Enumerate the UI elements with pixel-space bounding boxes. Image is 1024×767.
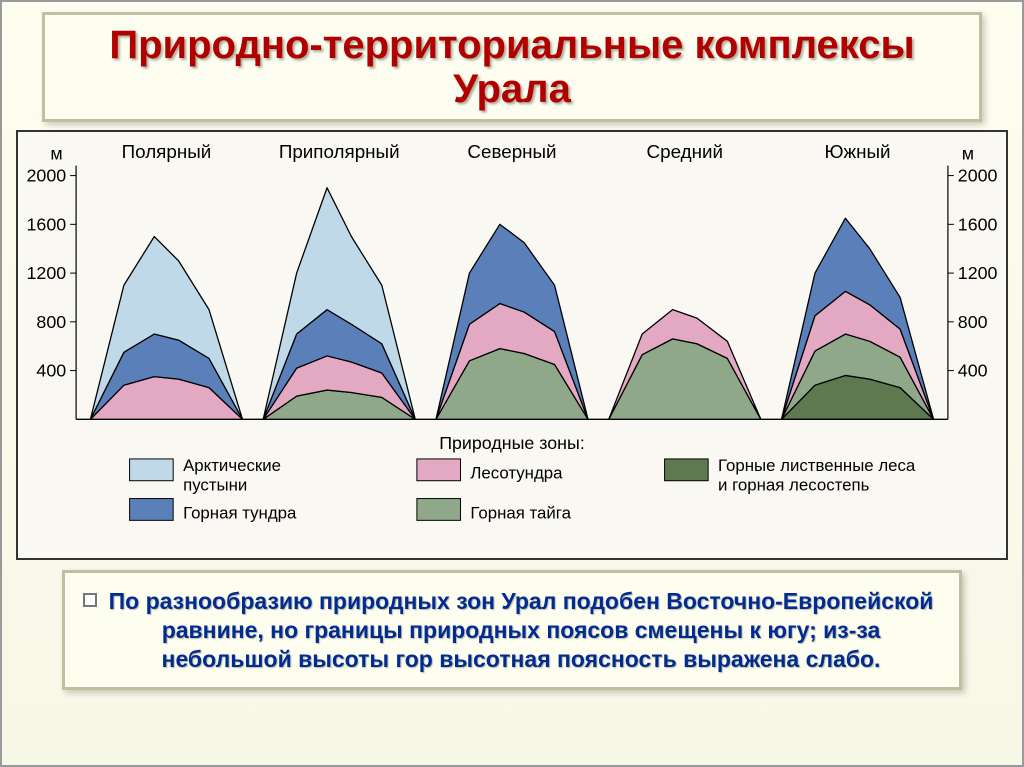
- svg-text:1600: 1600: [958, 214, 998, 234]
- svg-text:и горная лесостепь: и горная лесостепь: [718, 476, 870, 495]
- svg-text:400: 400: [958, 361, 988, 381]
- svg-text:Северный: Северный: [467, 141, 556, 162]
- caption-box: По разнообразию природных зон Урал подоб…: [62, 570, 962, 690]
- slide: Природно-территориальные комплексы Урала…: [0, 0, 1024, 767]
- svg-text:пустыни: пустыни: [183, 476, 247, 495]
- svg-text:Горные лиственные леса: Горные лиственные леса: [718, 456, 916, 475]
- chart-svg: м400800120016002000м400800120016002000По…: [18, 132, 1006, 558]
- svg-text:Средний: Средний: [647, 141, 723, 162]
- svg-text:2000: 2000: [958, 166, 998, 186]
- svg-text:м: м: [962, 144, 974, 164]
- chart-frame: м400800120016002000м400800120016002000По…: [16, 130, 1008, 560]
- svg-text:800: 800: [958, 312, 988, 332]
- page-title: Природно-территориальные комплексы Урала: [65, 23, 959, 111]
- svg-text:2000: 2000: [27, 166, 67, 186]
- bullet-icon: [83, 593, 97, 607]
- svg-text:800: 800: [36, 312, 66, 332]
- svg-text:400: 400: [36, 361, 66, 381]
- svg-text:Полярный: Полярный: [122, 141, 212, 162]
- svg-text:Приполярный: Приполярный: [279, 141, 400, 162]
- caption-text: По разнообразию природных зон Урал подоб…: [107, 587, 935, 673]
- svg-text:Горная тундра: Горная тундра: [183, 503, 297, 522]
- svg-text:Горная тайга: Горная тайга: [470, 503, 571, 522]
- svg-text:Южный: Южный: [825, 141, 891, 162]
- svg-text:1200: 1200: [27, 263, 67, 283]
- svg-text:Природные зоны:: Природные зоны:: [439, 433, 585, 453]
- svg-text:1200: 1200: [958, 263, 998, 283]
- svg-text:Лесотундра: Лесотундра: [470, 464, 563, 483]
- svg-text:Арктические: Арктические: [183, 456, 281, 475]
- svg-text:м: м: [50, 144, 62, 164]
- svg-text:1600: 1600: [27, 214, 67, 234]
- title-box: Природно-территориальные комплексы Урала: [42, 12, 982, 122]
